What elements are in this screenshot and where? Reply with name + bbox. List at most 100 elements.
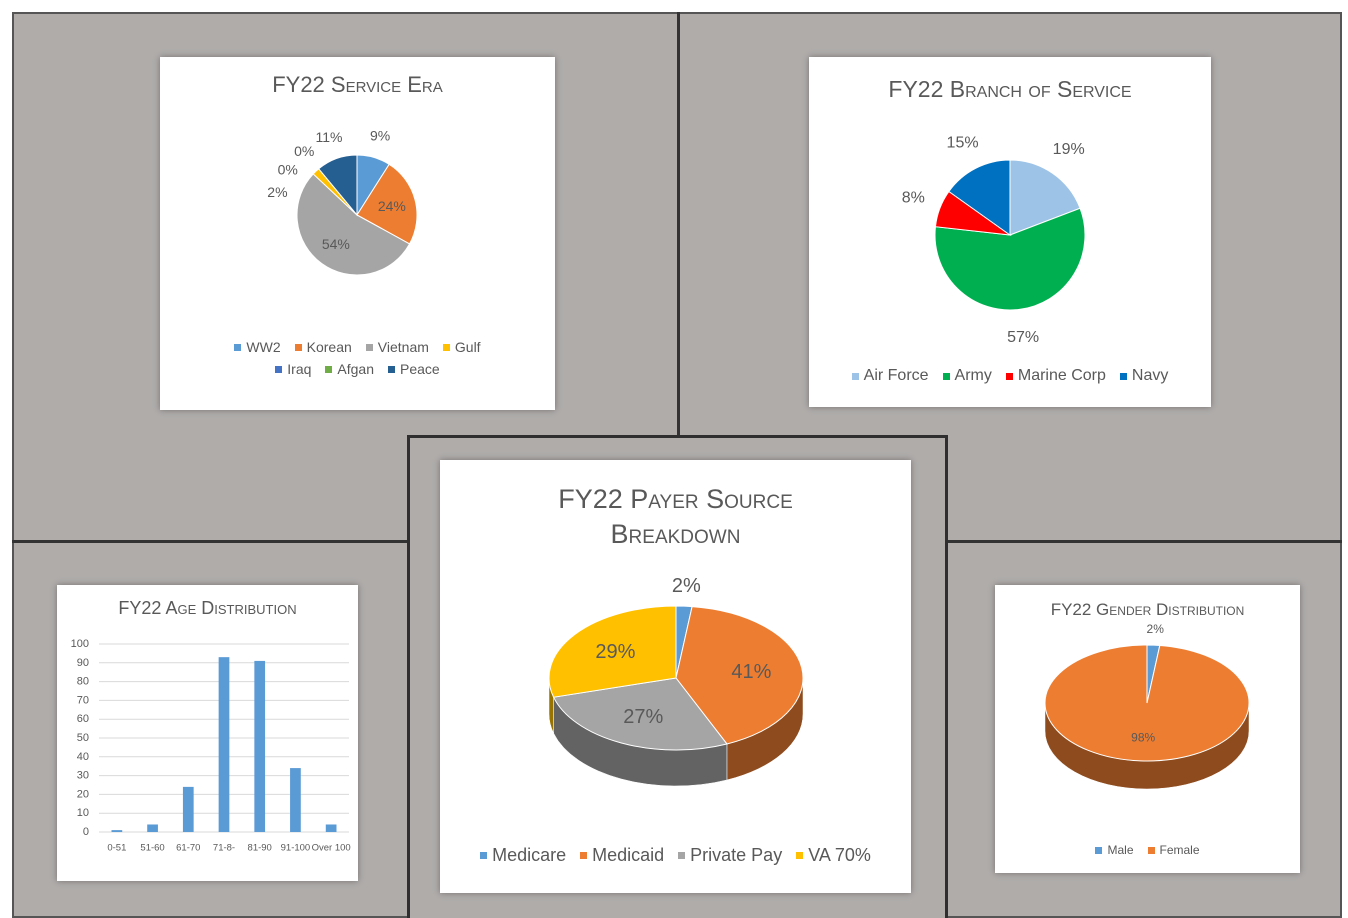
legend-label: Iraq — [287, 361, 312, 377]
chart-title: FY22 Payer Source Breakdown — [558, 484, 793, 550]
legend-swatch — [388, 365, 395, 373]
legend-swatch — [480, 852, 488, 859]
legend-label: Army — [954, 367, 992, 384]
y-tick-label: 40 — [77, 751, 89, 763]
divider — [947, 540, 1342, 543]
legend-swatch — [442, 343, 450, 351]
data-label: 24% — [378, 198, 406, 214]
data-label: 41% — [731, 661, 771, 683]
legend-label: Medicaid — [592, 845, 665, 865]
y-tick-label: 20 — [77, 788, 89, 800]
y-tick-label: 100 — [71, 638, 89, 650]
legend-label: Private Pay — [690, 845, 783, 865]
data-label: 27% — [623, 706, 663, 728]
legend-item: Navy — [1119, 367, 1169, 385]
pie-slice — [1044, 644, 1250, 762]
legend-item: Peace — [388, 361, 440, 377]
chart-title: FY22 Gender Distribution — [1050, 600, 1245, 619]
legend-swatch — [678, 852, 686, 859]
y-tick-label: 90 — [77, 657, 89, 669]
chart-panel: 2% 98% FY22 Gender Distribution Male Female — [995, 585, 1300, 873]
data-label: 98% — [1131, 731, 1155, 745]
chart-panel: 0 10 20 30 40 50 60 70 80 90 100 0-51 51-60 61-70 71-8… — [57, 585, 358, 881]
y-tick-label: 70 — [77, 694, 89, 706]
chart-title: FY22 Branch of Service — [888, 76, 1132, 102]
legend-item: Female — [1147, 843, 1200, 857]
legend-label: Afgan — [337, 361, 374, 377]
legend: WW2 Korean Vietnam Gulf Iraq Afgan Peace — [223, 339, 493, 377]
legend-item: Gulf — [442, 339, 481, 355]
pie-slice — [318, 154, 358, 217]
legend-item: Vietnam — [365, 339, 429, 355]
data-label: 2% — [672, 575, 701, 597]
chart-panel: 2% 41% 27% 29% FY22 Payer Source Breakdown Me… — [440, 460, 911, 893]
chart-panel: 9% 24% 54% 2% 0% 0% 11% FY22 Service Era WW2 Kore… — [160, 57, 555, 410]
bar — [147, 824, 158, 832]
legend-swatch — [580, 852, 588, 859]
legend-swatch — [275, 365, 283, 373]
x-tick-label: Over 100 — [312, 843, 351, 854]
legend-swatch — [851, 372, 859, 380]
legend-swatch — [1119, 372, 1127, 380]
legend-swatch — [942, 372, 950, 380]
legend-swatch — [1095, 846, 1103, 854]
data-label: 0% — [278, 162, 298, 178]
legend-label: Vietnam — [377, 339, 429, 355]
data-label: 15% — [947, 135, 979, 152]
chart-title: FY22 Age Distribution — [118, 598, 297, 618]
legend-swatch — [294, 343, 302, 351]
legend-item: Male — [1095, 843, 1134, 857]
data-label: 29% — [595, 641, 635, 663]
y-tick-label: 10 — [77, 807, 89, 819]
chart-panel: 19% 57% 8% 15% FY22 Branch of Service Air For… — [809, 57, 1211, 407]
legend-label: Navy — [1131, 367, 1169, 384]
pie-slice — [1009, 159, 1081, 236]
legend-swatch — [1005, 372, 1013, 380]
bar — [111, 830, 123, 832]
chart: 0 10 20 30 40 50 60 70 80 90 100 0-51 51-60 61-70 71-8… — [71, 638, 351, 854]
legend-item: Private Pay — [678, 845, 782, 866]
x-tick-label: 91-100 — [281, 843, 311, 854]
y-tick-label: 30 — [77, 770, 89, 782]
legend-label: Medicare — [492, 845, 567, 865]
data-label: 0% — [294, 143, 314, 159]
legend-label: Korean — [306, 339, 352, 355]
data-label: 9% — [370, 127, 390, 143]
legend-item: Afgan — [325, 361, 374, 377]
legend-label: Peace — [400, 361, 440, 377]
data-label: 11% — [315, 129, 342, 145]
y-tick-label: 80 — [77, 676, 89, 688]
divider — [677, 12, 680, 436]
legend-item: Iraq — [275, 361, 311, 377]
legend-label: Marine Corp — [1017, 367, 1106, 384]
bar — [254, 660, 266, 832]
legend-label: WW2 — [246, 339, 281, 355]
chart: 2% 98% — [1044, 622, 1250, 790]
legend: Medicare Medicaid Private Pay VA 70% — [451, 845, 901, 866]
legend-label: Female — [1159, 843, 1200, 857]
chart: 2% 41% 27% 29% — [548, 575, 804, 787]
pie-slice — [934, 207, 1086, 311]
legend-item: WW2 — [234, 339, 281, 355]
legend-item: VA 70% — [796, 845, 871, 866]
pie-slice — [675, 606, 804, 745]
x-tick-label: 61-70 — [176, 843, 200, 854]
bar — [218, 657, 230, 832]
legend-item: Air Force — [851, 367, 929, 385]
data-label: 57% — [1007, 329, 1039, 346]
divider — [12, 540, 408, 543]
legend-label: Male — [1107, 843, 1134, 857]
legend-item: Marine Corp — [1005, 367, 1106, 385]
chart-title: FY22 Service Era — [272, 72, 443, 97]
y-tick-label: 60 — [77, 713, 89, 725]
legend-swatch — [325, 365, 333, 373]
x-tick-label: 51-60 — [140, 843, 164, 854]
legend-swatch — [234, 343, 242, 351]
y-tick-label: 0 — [83, 826, 89, 838]
data-label: 54% — [322, 236, 350, 252]
legend-label: Gulf — [454, 339, 481, 355]
legend-label: VA 70% — [808, 845, 871, 865]
pie-slice — [552, 677, 728, 751]
x-tick-label: 0-51 — [107, 843, 126, 854]
